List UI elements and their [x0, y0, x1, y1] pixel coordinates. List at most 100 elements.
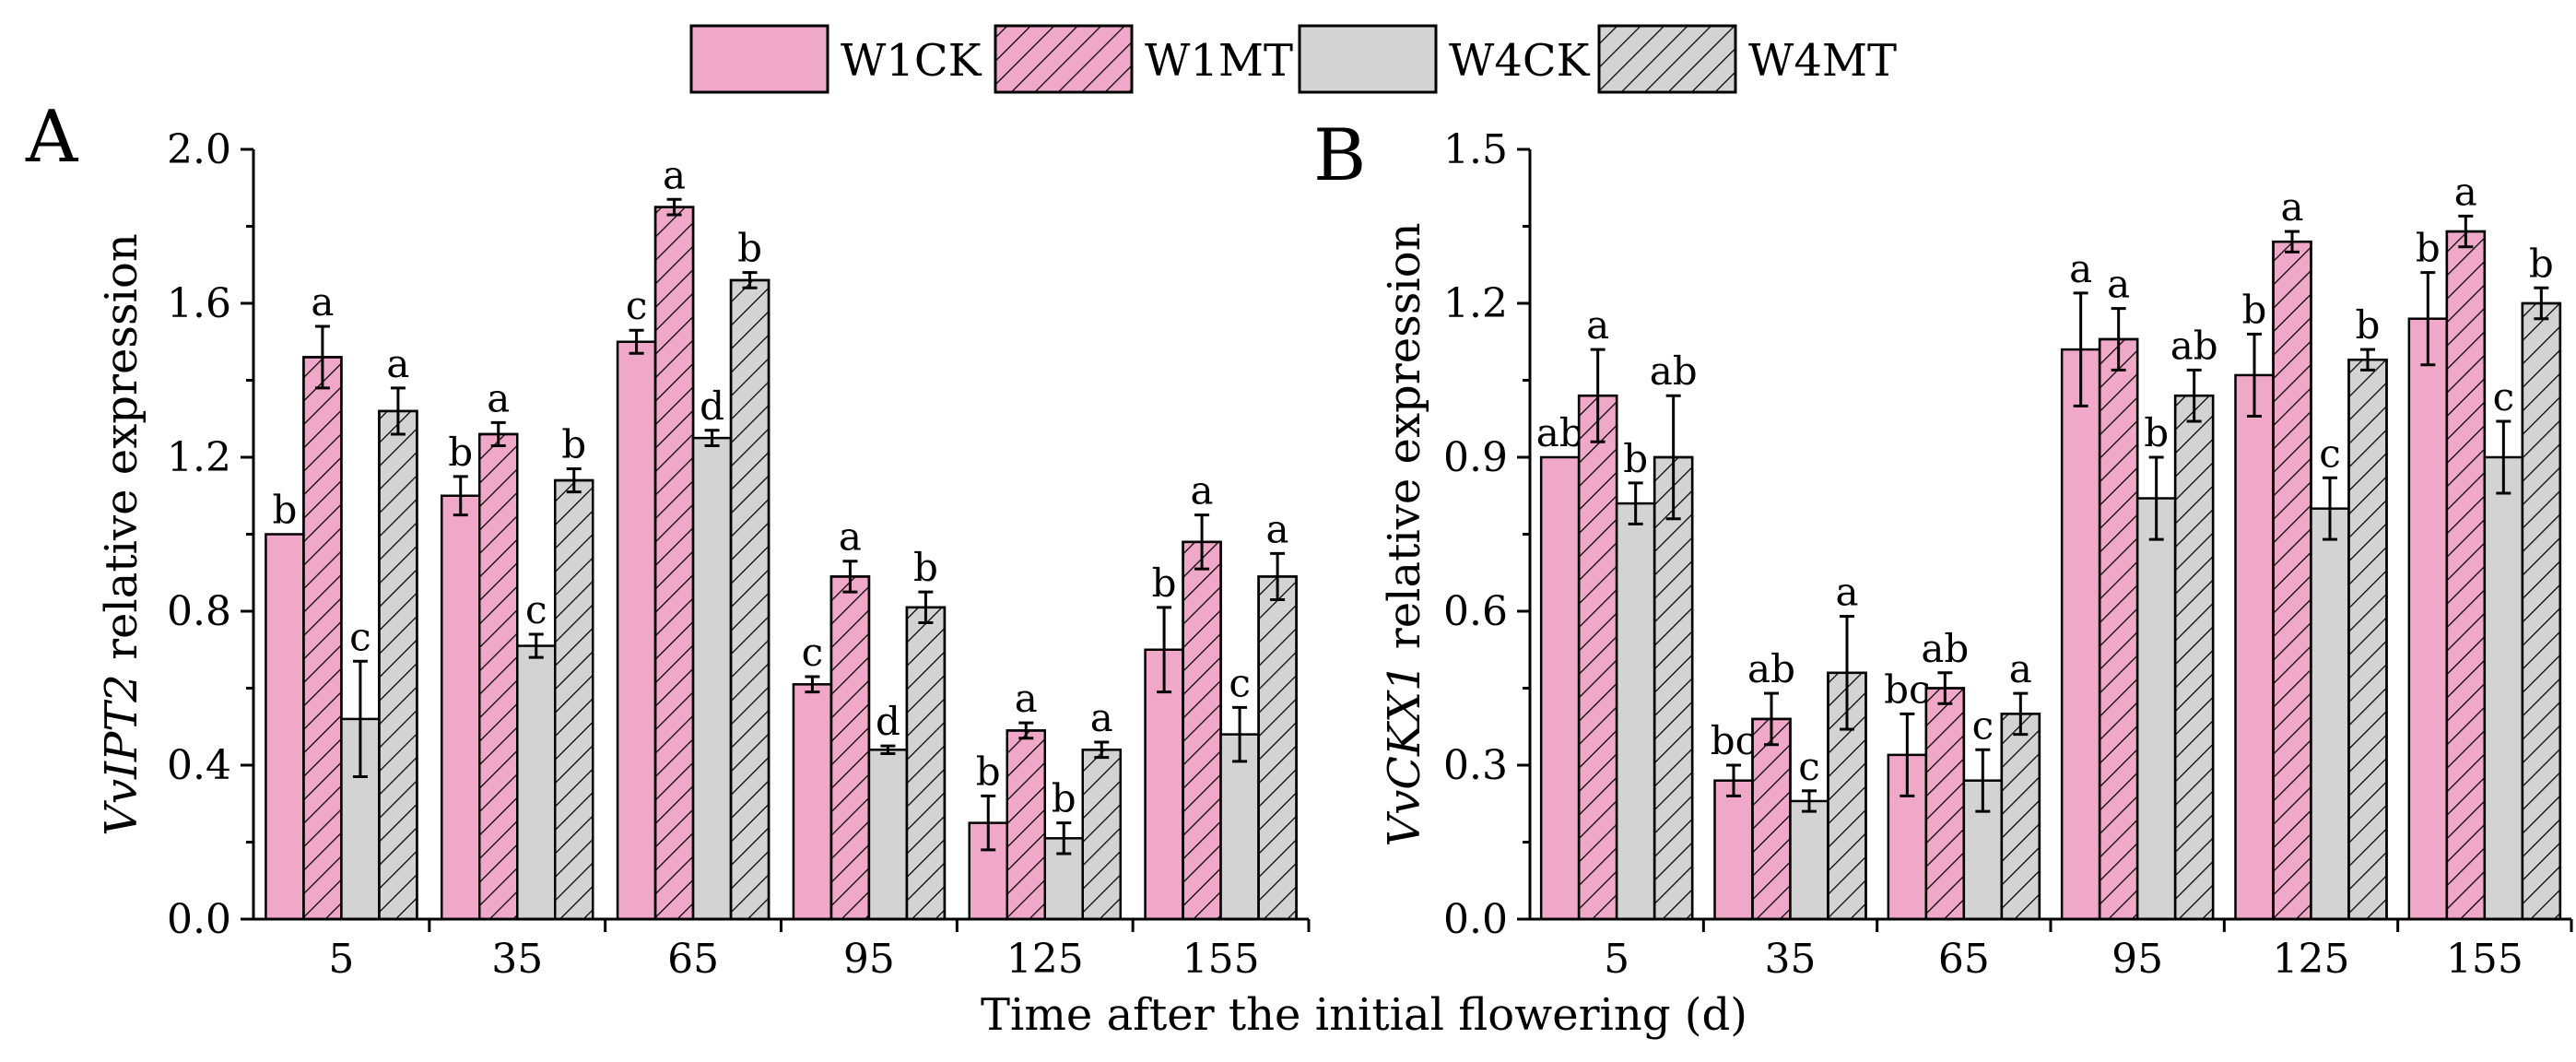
panel-a-sig-label-w1mt-155: a — [1191, 468, 1214, 513]
panel-b-sig-label-w1ck-155: b — [2416, 226, 2441, 271]
panel-b-bar-hatch-w1mt-5 — [1577, 394, 1618, 921]
panel-b-sig-label-w1mt-95: a — [2107, 262, 2130, 307]
panel-a-sig-label-w1ck-95: c — [802, 630, 824, 675]
panel-b-bar-w4ck-95 — [2135, 497, 2177, 921]
panel-b-errorbar-w1mt-155 — [2458, 214, 2474, 249]
panel-a-letter: A — [25, 96, 79, 179]
panel-b-sig-label-w4mt-125: b — [2356, 302, 2381, 348]
legend-label-w4mt: W4MT — [1748, 35, 1897, 87]
panel-b-errorbar-w1mt-5 — [1590, 348, 1606, 443]
panel-a-errorbar-w4mt-95 — [918, 590, 934, 625]
panel-b-bar-w1ck-125 — [2234, 373, 2275, 921]
panel-b-bar-hatch-w1mt-95 — [2098, 337, 2139, 921]
panel-b-errorbar-w1mt-65 — [1937, 671, 1953, 705]
panel-b-sig-label-w1ck-65: bc — [1884, 667, 1930, 712]
panel-a-sig-label-w4ck-155: c — [1229, 660, 1251, 705]
panel-a-bar-w1ck-5 — [265, 533, 305, 921]
panel-a-bar-w4ck-35 — [516, 644, 557, 921]
panel-b-errorbar-w1mt-95 — [2111, 307, 2126, 372]
panel-b-y-tick-label: 0.6 — [1443, 588, 1508, 635]
panel-a-y-tick-label: 1.2 — [167, 434, 231, 481]
panel-b-errorbar-w4ck-65 — [1975, 748, 1991, 813]
panel-a-y-tick-label: 2.0 — [167, 126, 231, 173]
legend-swatch-w4ck — [1298, 24, 1438, 94]
panel-a-bar-hatch-w4mt-5 — [378, 409, 418, 921]
panel-b-sig-label-w4ck-35: c — [1798, 744, 1820, 789]
panel-b-sig-label-w4ck-5: b — [1623, 436, 1648, 481]
panel-b-y-tick-label: 1.2 — [1443, 280, 1508, 327]
panel-a-bar-hatch-w4mt-95 — [905, 606, 947, 921]
panel-b-sig-label-w4mt-5: ab — [1650, 348, 1698, 394]
panel-b-errorbar-w4ck-125 — [2323, 476, 2337, 541]
panel-b-y-tick-label: 0.0 — [1443, 896, 1508, 943]
panel-b-bar-hatch-w1mt-65 — [1924, 687, 1966, 921]
panel-a-errorbar-w4mt-35 — [566, 467, 582, 494]
panel-b-y-axis-title-rest: relative expression — [1379, 222, 1430, 663]
panel-a-errorbar-w1mt-95 — [842, 560, 858, 594]
panel-a-sig-label-w1mt-125: a — [1015, 676, 1038, 721]
panel-a-x-tick-label-155: 155 — [1182, 936, 1260, 983]
panel-a-sig-label-w4mt-35: b — [561, 422, 586, 467]
panel-a-bar-hatch-w4mt-35 — [554, 478, 594, 921]
panel-b-bar-hatch-w1mt-155 — [2445, 230, 2487, 921]
panel-b-sig-label-w4mt-95: ab — [2170, 323, 2218, 368]
panel-b-errorbar-w4mt-5 — [1665, 394, 1681, 521]
legend-swatch-w1ck — [689, 24, 829, 94]
panel-b-x-tick-label-95: 95 — [2111, 936, 2163, 983]
panel-b-errorbar-w4ck-5 — [1628, 481, 1643, 525]
panel-b-errorbar-w1mt-125 — [2285, 230, 2300, 254]
panel-b-errorbar-w1ck-65 — [1900, 712, 1915, 797]
panel-a-sig-label-w4mt-125: a — [1090, 695, 1113, 740]
panel-a-sig-label-w4ck-35: c — [525, 587, 547, 632]
panel-a-sig-label-w4mt-65: b — [737, 226, 762, 271]
panel-a-errorbar-w1mt-125 — [1018, 721, 1034, 740]
panel-a-x-tick-label-35: 35 — [491, 936, 543, 983]
panel-b-errorbar-w4mt-65 — [2013, 691, 2029, 737]
panel-b-bar-hatch-w1mt-35 — [1751, 717, 1792, 921]
panel-a-errorbar-w4ck-35 — [528, 632, 544, 659]
panel-a-sig-label-w1ck-155: b — [1152, 560, 1177, 606]
legend-hatch-w1mt — [994, 24, 1134, 94]
panel-a-errorbar-w4ck-125 — [1056, 821, 1072, 856]
panel-a-errorbar-w4ck-155 — [1232, 705, 1248, 763]
panel-b-sig-label-w1mt-65: ab — [1921, 626, 1969, 671]
panel-a-bar-w1ck-65 — [616, 340, 657, 921]
panel-a-x-tick-label-95: 95 — [843, 936, 895, 983]
panel-a-errorbar-w4ck-65 — [704, 429, 720, 447]
panel-b-x-tick-label-155: 155 — [2446, 936, 2523, 983]
panel-b-y-axis-gene: VvCKX1 — [1379, 663, 1430, 846]
panel-b-sig-label-w4mt-65: a — [2009, 646, 2032, 691]
panel-b-bar-w1ck-155 — [2407, 317, 2449, 921]
panel-a-x-tick-label-5: 5 — [328, 936, 354, 983]
panel-a-errorbar-w4mt-125 — [1094, 740, 1110, 760]
panel-b-errorbar-w4ck-35 — [1802, 789, 1817, 813]
panel-b-sig-label-w1mt-5: a — [1586, 302, 1609, 348]
panel-b-errorbar-w4mt-95 — [2186, 368, 2202, 423]
panel-a-x-tick-label-65: 65 — [667, 936, 719, 983]
panel-a-bar-hatch-w4mt-125 — [1081, 749, 1122, 921]
panel-b-bar-w4ck-35 — [1789, 799, 1829, 921]
panel-a-errorbar-w4mt-155 — [1270, 551, 1286, 601]
legend-label-w1mt: W1MT — [1145, 35, 1293, 87]
panel-b-errorbar-w1ck-125 — [2247, 332, 2262, 418]
panel-a-sig-label-w4mt-5: a — [386, 341, 409, 386]
panel-a-sig-label-w1ck-125: b — [976, 749, 1001, 794]
panel-a-errorbar-w1ck-95 — [805, 675, 820, 694]
panel-b-sig-label-w1ck-5: ab — [1536, 410, 1584, 455]
panel-b-bar-w4ck-5 — [1615, 502, 1656, 921]
panel-a-errorbar-w1ck-155 — [1157, 606, 1172, 694]
panel-b-bar-hatch-w4mt-155 — [2521, 301, 2562, 921]
panel-b-errorbar-w1ck-155 — [2420, 271, 2436, 367]
panel-a-sig-label-w4mt-155: a — [1266, 506, 1289, 551]
panel-b-bar-w1ck-95 — [2060, 348, 2101, 921]
panel-a-bar-hatch-w1mt-5 — [302, 356, 343, 921]
panel-a-bar-w1ck-35 — [441, 494, 481, 921]
panel-a-errorbar-w1mt-155 — [1194, 513, 1210, 571]
panel-a-sig-label-w1mt-35: a — [487, 375, 510, 420]
panel-b-bar-w1ck-35 — [1713, 779, 1754, 921]
panel-b-y-tick-label: 0.3 — [1443, 742, 1508, 789]
panel-a-sig-label-w1mt-5: a — [311, 279, 334, 324]
panel-a-y-axis-title-rest: relative expression — [96, 233, 147, 674]
